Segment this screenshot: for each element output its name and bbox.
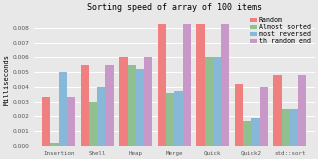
Bar bbox=[221, 24, 229, 146]
Bar bbox=[136, 69, 144, 146]
Title: Sorting speed of array of 100 items: Sorting speed of array of 100 items bbox=[87, 3, 262, 12]
Bar bbox=[196, 24, 204, 146]
Bar bbox=[106, 65, 114, 146]
Bar bbox=[183, 24, 191, 146]
Bar bbox=[290, 109, 298, 146]
Bar bbox=[243, 121, 251, 146]
Y-axis label: Milliseconds: Milliseconds bbox=[3, 54, 10, 105]
Bar bbox=[251, 118, 259, 146]
Bar bbox=[213, 57, 221, 146]
Bar bbox=[281, 109, 290, 146]
Bar bbox=[298, 75, 306, 146]
Bar bbox=[166, 93, 174, 146]
Bar bbox=[42, 97, 51, 146]
Bar bbox=[259, 87, 268, 146]
Bar bbox=[59, 72, 67, 146]
Bar bbox=[128, 65, 136, 146]
Bar bbox=[174, 91, 183, 146]
Bar bbox=[158, 24, 166, 146]
Legend: Random, Almost sorted, most reversed, th random end: Random, Almost sorted, most reversed, th… bbox=[249, 17, 311, 45]
Bar bbox=[67, 97, 75, 146]
Bar bbox=[97, 87, 106, 146]
Bar bbox=[144, 57, 152, 146]
Bar bbox=[119, 57, 128, 146]
Bar bbox=[89, 102, 97, 146]
Bar bbox=[235, 84, 243, 146]
Bar bbox=[273, 75, 281, 146]
Bar bbox=[81, 65, 89, 146]
Bar bbox=[204, 57, 213, 146]
Bar bbox=[51, 143, 59, 146]
